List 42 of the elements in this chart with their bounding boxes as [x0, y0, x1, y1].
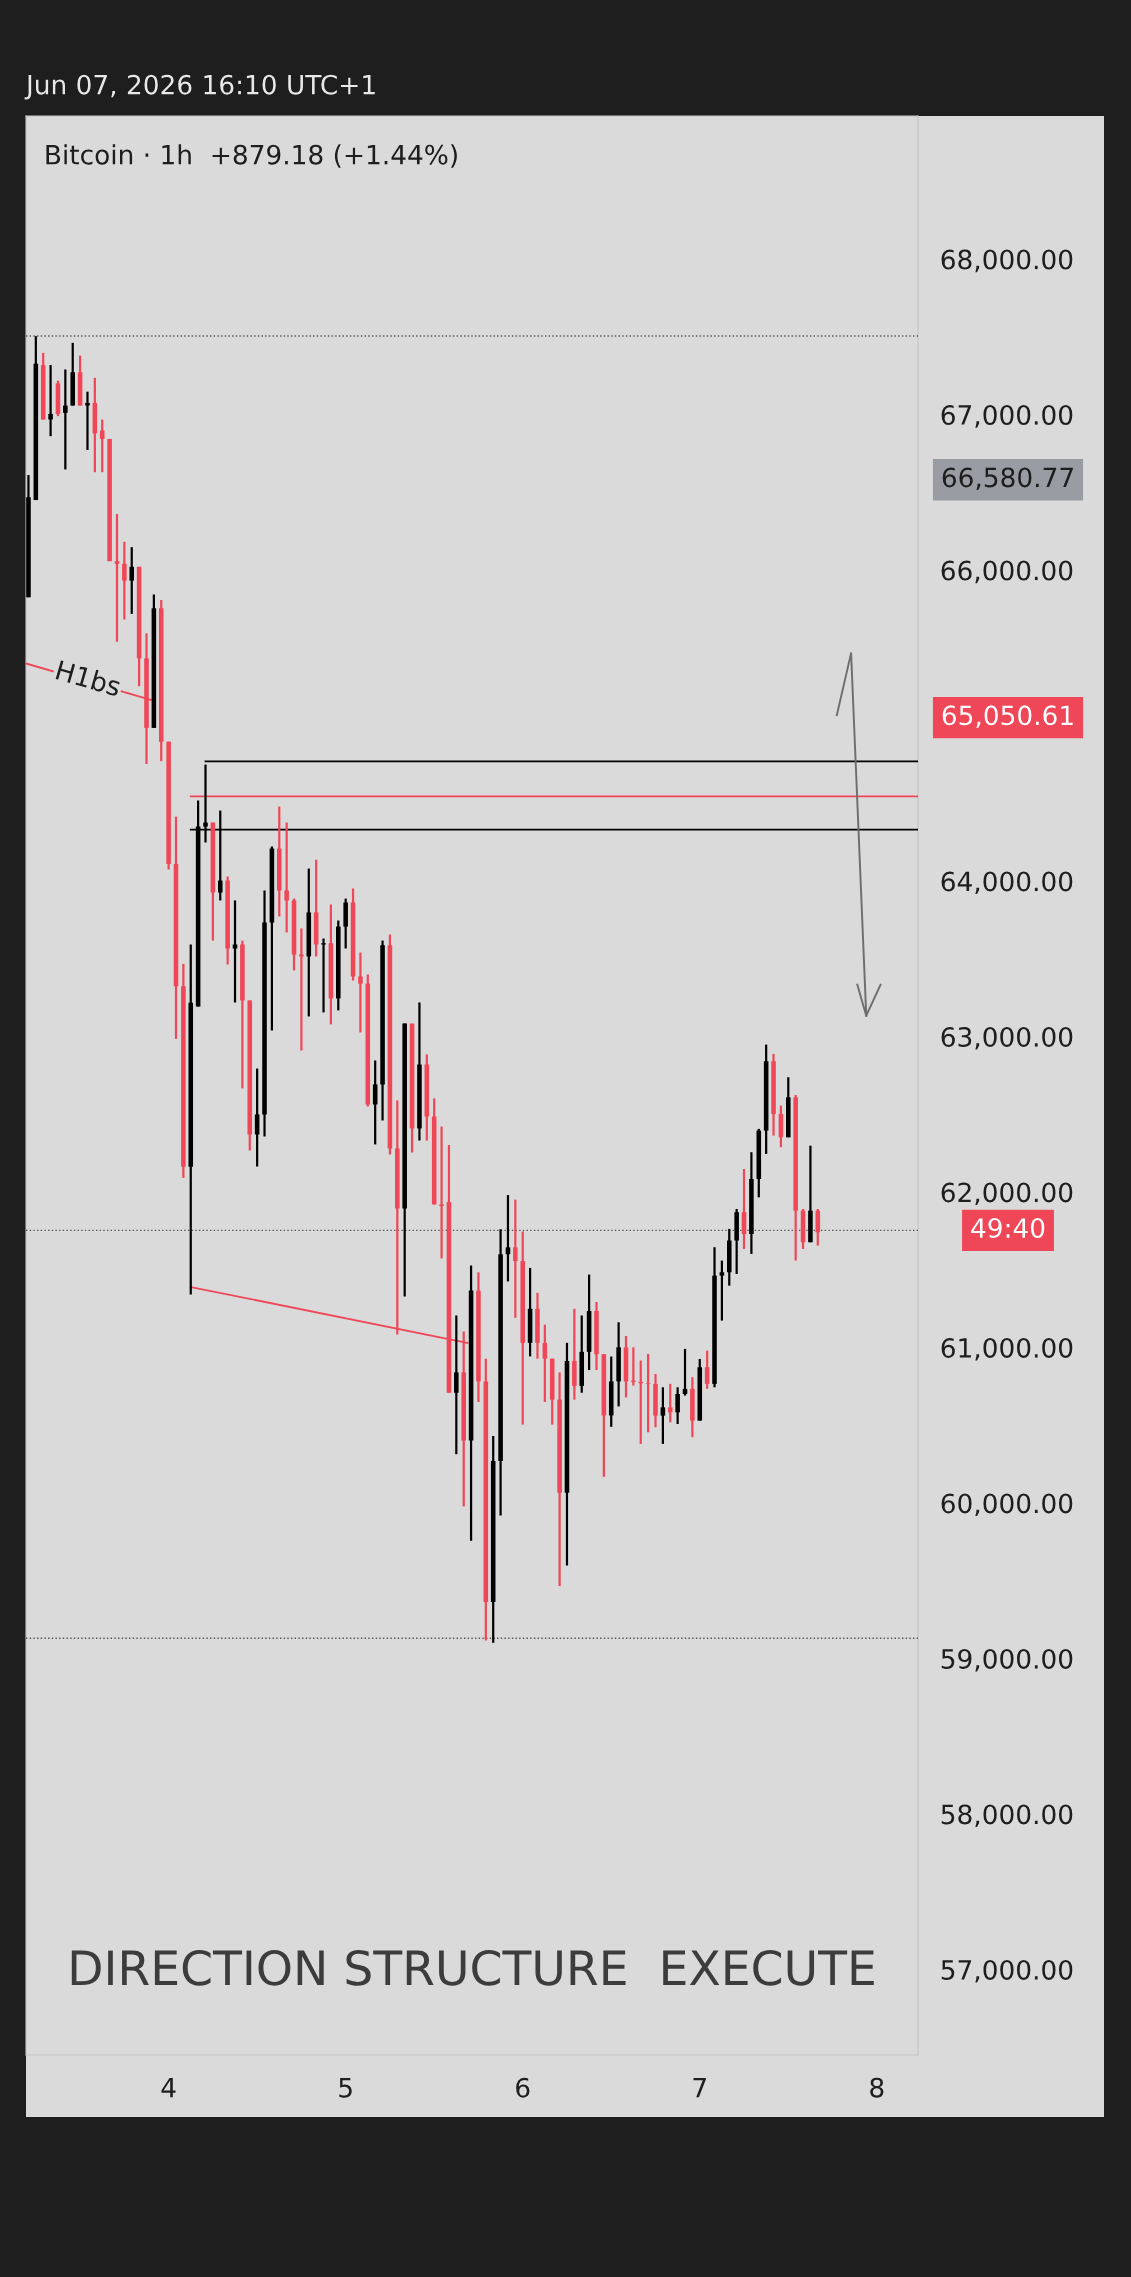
y-tick-label: 63,000.00 — [941, 1026, 1073, 1050]
candlestick — [284, 821, 289, 934]
y-tick-label: 58,000.00 — [941, 1804, 1073, 1828]
text: 49:40 — [971, 1218, 1045, 1238]
y-tick-label: 60,000.00 — [941, 1493, 1073, 1517]
y-tick-label: 68,000.00 — [941, 249, 1073, 273]
candlestick — [454, 1314, 459, 1456]
candlestick — [122, 540, 127, 621]
x-tick-label: 6 — [516, 2077, 530, 2098]
y-tick-label: 62,000.00 — [941, 1182, 1073, 1206]
candlestick — [85, 390, 90, 452]
text: 66,580.77 — [942, 467, 1073, 491]
candlestick — [48, 363, 53, 438]
candlestick — [719, 1259, 725, 1322]
candlestick — [99, 418, 105, 474]
x-tick-label: 7 — [693, 2078, 706, 2098]
text: 65,050.61 — [942, 705, 1073, 729]
candlestick — [114, 512, 120, 643]
y-tick-label: 67,000.00 — [941, 404, 1073, 428]
x-tick-label: 5 — [339, 2078, 352, 2098]
candlestick — [645, 1352, 651, 1434]
candlestick — [667, 1382, 673, 1424]
annotation: H1bs — [55, 659, 123, 697]
y-tick-label: 64,000.00 — [941, 871, 1073, 895]
candlestick — [439, 1125, 444, 1260]
y-tick-label: 59,000.00 — [941, 1648, 1073, 1672]
candlestick — [232, 899, 238, 1004]
x-tick-label: 8 — [870, 2077, 884, 2098]
y-tick-label: 61,000.00 — [941, 1337, 1073, 1361]
candlestick — [675, 1386, 680, 1426]
candlestick — [358, 951, 363, 1034]
annotation: DIRECTION STRUCTURE EXECUTE — [71, 1949, 874, 1986]
chart-subtitle: Jun 07, 2026 16:10 UTC+1 — [24, 74, 375, 100]
x-tick-label: 4 — [161, 2078, 176, 2098]
candlestick — [63, 368, 68, 471]
candlestick — [513, 1198, 518, 1319]
candlestick — [660, 1386, 666, 1446]
text: Bitcoin · 1h +879.18 (+1.44%) — [46, 144, 457, 168]
candlestick — [505, 1194, 511, 1283]
y-tick-label: 57,000.00 — [941, 1959, 1073, 1983]
y-tick-label: 66,000.00 — [941, 560, 1073, 584]
candlestick — [129, 546, 135, 615]
